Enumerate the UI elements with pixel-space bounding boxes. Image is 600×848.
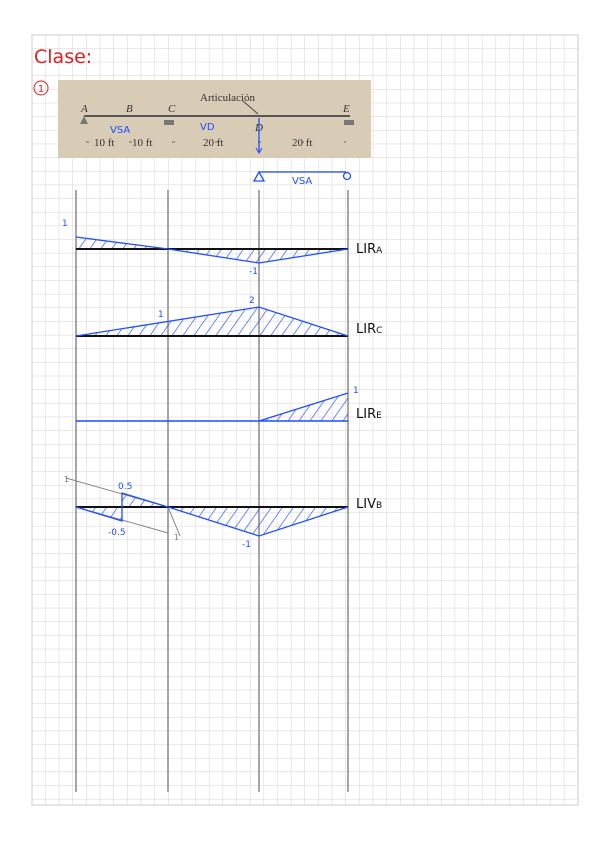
svg-text:1: 1 — [353, 386, 359, 396]
reference-lines — [75, 190, 349, 792]
point-b: B — [126, 103, 133, 115]
svg-text:1: 1 — [174, 533, 179, 542]
beam-figure: Articulación A B C D E 10 ft 10 ft 20 ft… — [58, 80, 371, 158]
point-c: C — [168, 103, 176, 115]
load-arrow-icon — [255, 147, 263, 154]
page-title: Clase: — [34, 46, 92, 68]
sub-beam-sketch: VSA — [252, 170, 352, 187]
svg-text:-1: -1 — [249, 267, 258, 277]
label-lir-a: LIRA — [356, 242, 383, 257]
sub-beam-label: VSA — [292, 176, 312, 187]
diagram-liv-b: 1 0.5 -0.5 1 -1 LIVB — [64, 475, 382, 550]
label-lir-e: LIRE — [356, 407, 382, 422]
point-a: A — [80, 103, 88, 115]
diagram-lir-e: 1 LIRE — [76, 386, 382, 422]
problem-number-circle — [33, 80, 49, 96]
point-e: E — [342, 103, 350, 115]
svg-text:1: 1 — [64, 475, 69, 484]
dim-3: 20 ft — [203, 137, 223, 149]
svg-text:-0.5: -0.5 — [108, 528, 126, 538]
dim-1: 10 ft — [94, 137, 114, 149]
dim-4: 20 ft — [292, 137, 312, 149]
diagram-lir-a: 1 -1 LIRA — [62, 219, 383, 277]
label-lir-c: LIRC — [356, 322, 382, 337]
roller-support-c — [164, 120, 174, 125]
hinge-label: Articulación — [200, 92, 255, 104]
problem-number: 1 — [38, 84, 44, 95]
label-liv-b: LIVB — [356, 497, 382, 512]
svg-text:1: 1 — [62, 219, 68, 229]
note-vsa: VSA — [110, 125, 130, 136]
svg-text:0.5: 0.5 — [118, 482, 132, 492]
svg-text:1: 1 — [158, 310, 164, 320]
svg-text:2: 2 — [249, 296, 255, 306]
pin-support-a — [80, 116, 88, 124]
roller-support-e — [344, 120, 354, 125]
svg-text:-1: -1 — [242, 540, 251, 550]
dim-2: 10 ft — [132, 137, 152, 149]
note-vd: VD — [200, 122, 215, 133]
diagram-lir-c: 1 2 LIRC — [75, 296, 382, 337]
